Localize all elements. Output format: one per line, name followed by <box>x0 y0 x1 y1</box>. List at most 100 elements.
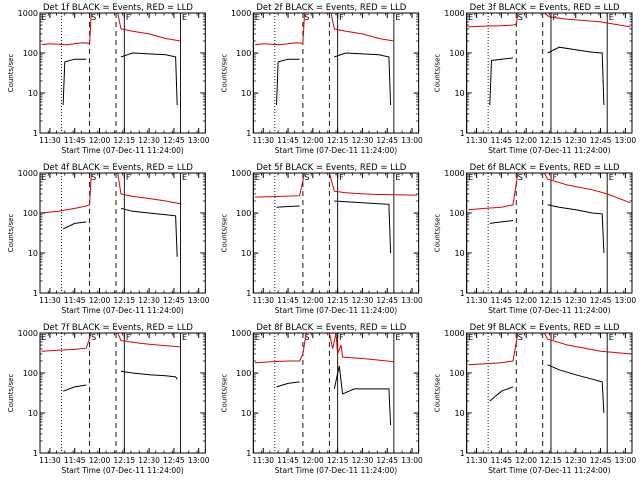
x-tick-label: 11:30 <box>466 136 488 145</box>
y-tick-label: 10 <box>454 409 464 418</box>
chart-title: Det 2f BLACK = Events, RED = LLD <box>256 3 406 13</box>
series-line-lld <box>468 173 519 211</box>
y-axis-label: Counts/sec <box>434 374 442 413</box>
series-line-lld <box>117 333 181 348</box>
y-tick-label: 100 <box>449 369 464 378</box>
y-tick-label: 100 <box>23 49 38 58</box>
y-tick-label: 100 <box>23 369 38 378</box>
series-line-lld <box>41 333 92 352</box>
series-line-lld <box>41 173 92 214</box>
marker-label: S <box>518 13 523 22</box>
x-tick-label: 13:00 <box>401 456 423 465</box>
marker-label: E <box>42 13 47 22</box>
series-line-events <box>334 52 392 106</box>
x-tick-label: 11:45 <box>64 296 86 305</box>
series-line-lld <box>328 333 394 363</box>
marker-label: F <box>126 333 131 342</box>
y-tick-label: 1000 <box>444 169 464 178</box>
x-tick-label: 12:45 <box>163 136 185 145</box>
series-line-events <box>62 221 87 230</box>
x-axis-label: Start Time (07-Dec-11 11:24:00) <box>61 466 183 475</box>
x-axis-label: Start Time (07-Dec-11 11:24:00) <box>61 306 183 315</box>
series-group <box>468 333 631 414</box>
series-group <box>254 173 418 254</box>
x-tick-label: 12:00 <box>89 296 111 305</box>
x-axis-label: Start Time (07-Dec-11 11:24:00) <box>488 146 610 155</box>
series-line-lld <box>328 173 418 196</box>
y-tick-label: 1 <box>246 289 251 298</box>
y-tick-label: 100 <box>236 369 251 378</box>
x-axis-label: Start Time (07-Dec-11 11:24:00) <box>275 466 397 475</box>
y-tick-label: 10 <box>454 89 464 98</box>
x-tick-label: 12:45 <box>376 296 398 305</box>
y-tick-label: 1000 <box>444 329 464 338</box>
x-tick-label: 11:30 <box>466 456 488 465</box>
y-tick-label: 100 <box>236 209 251 218</box>
x-tick-label: 12:30 <box>352 456 374 465</box>
series-line-lld <box>41 13 92 46</box>
x-tick-label: 12:45 <box>376 456 398 465</box>
series-line-events <box>489 220 514 224</box>
series-line-events <box>276 58 300 106</box>
x-tick-label: 13:00 <box>401 296 423 305</box>
series-line-lld <box>254 13 306 46</box>
series-line-lld <box>330 13 394 42</box>
x-tick-label: 12:30 <box>138 296 160 305</box>
marker-label: E <box>255 173 260 182</box>
x-tick-label: 13:00 <box>615 456 637 465</box>
marker-label: S <box>304 13 309 22</box>
series-line-lld <box>468 333 519 366</box>
y-axis-label: Counts/sec <box>220 374 228 413</box>
series-line-lld <box>543 333 631 355</box>
y-tick-label: 1 <box>246 449 251 458</box>
y-tick-label: 100 <box>449 49 464 58</box>
y-tick-label: 100 <box>236 49 251 58</box>
y-axis-label: Counts/sec <box>434 214 442 253</box>
series-group <box>254 13 394 106</box>
x-tick-label: 12:15 <box>540 136 562 145</box>
x-tick-label: 11:45 <box>491 456 513 465</box>
series-group <box>468 13 631 106</box>
marker-label: E <box>182 173 187 182</box>
y-axis-label: Counts/sec <box>7 374 15 413</box>
x-tick-label: 12:45 <box>590 136 612 145</box>
series-line-events <box>334 200 392 254</box>
marker-label: E <box>609 173 614 182</box>
series-line-events <box>120 207 178 257</box>
series-group <box>254 333 394 426</box>
x-tick-label: 12:15 <box>114 296 136 305</box>
x-tick-label: 12:15 <box>114 456 136 465</box>
y-tick-label: 1000 <box>18 9 38 18</box>
x-tick-label: 13:00 <box>615 296 637 305</box>
x-tick-label: 11:45 <box>64 456 86 465</box>
series-line-lld <box>543 173 631 204</box>
marker-label: E <box>42 173 47 182</box>
marker-label: S <box>91 13 96 22</box>
marker-label: S <box>518 333 523 342</box>
marker-label: E <box>395 173 400 182</box>
x-tick-label: 12:00 <box>515 136 537 145</box>
y-axis-label: Counts/sec <box>434 54 442 93</box>
y-tick-label: 1000 <box>231 169 251 178</box>
y-tick-label: 1 <box>460 449 465 458</box>
series-line-events <box>120 370 178 380</box>
x-tick-label: 11:30 <box>39 136 61 145</box>
y-axis-label: Counts/sec <box>220 214 228 253</box>
x-tick-label: 11:45 <box>64 136 86 145</box>
y-axis-label: Counts/sec <box>220 54 228 93</box>
series-group <box>41 173 181 257</box>
series-line-events <box>62 384 87 392</box>
series-line-lld <box>544 13 631 28</box>
y-tick-label: 1 <box>33 129 38 138</box>
marker-label: E <box>609 13 614 22</box>
x-tick-label: 12:15 <box>540 456 562 465</box>
x-tick-label: 12:15 <box>540 296 562 305</box>
marker-label: F <box>339 333 344 342</box>
x-tick-label: 12:00 <box>302 456 324 465</box>
x-tick-label: 11:30 <box>39 456 61 465</box>
